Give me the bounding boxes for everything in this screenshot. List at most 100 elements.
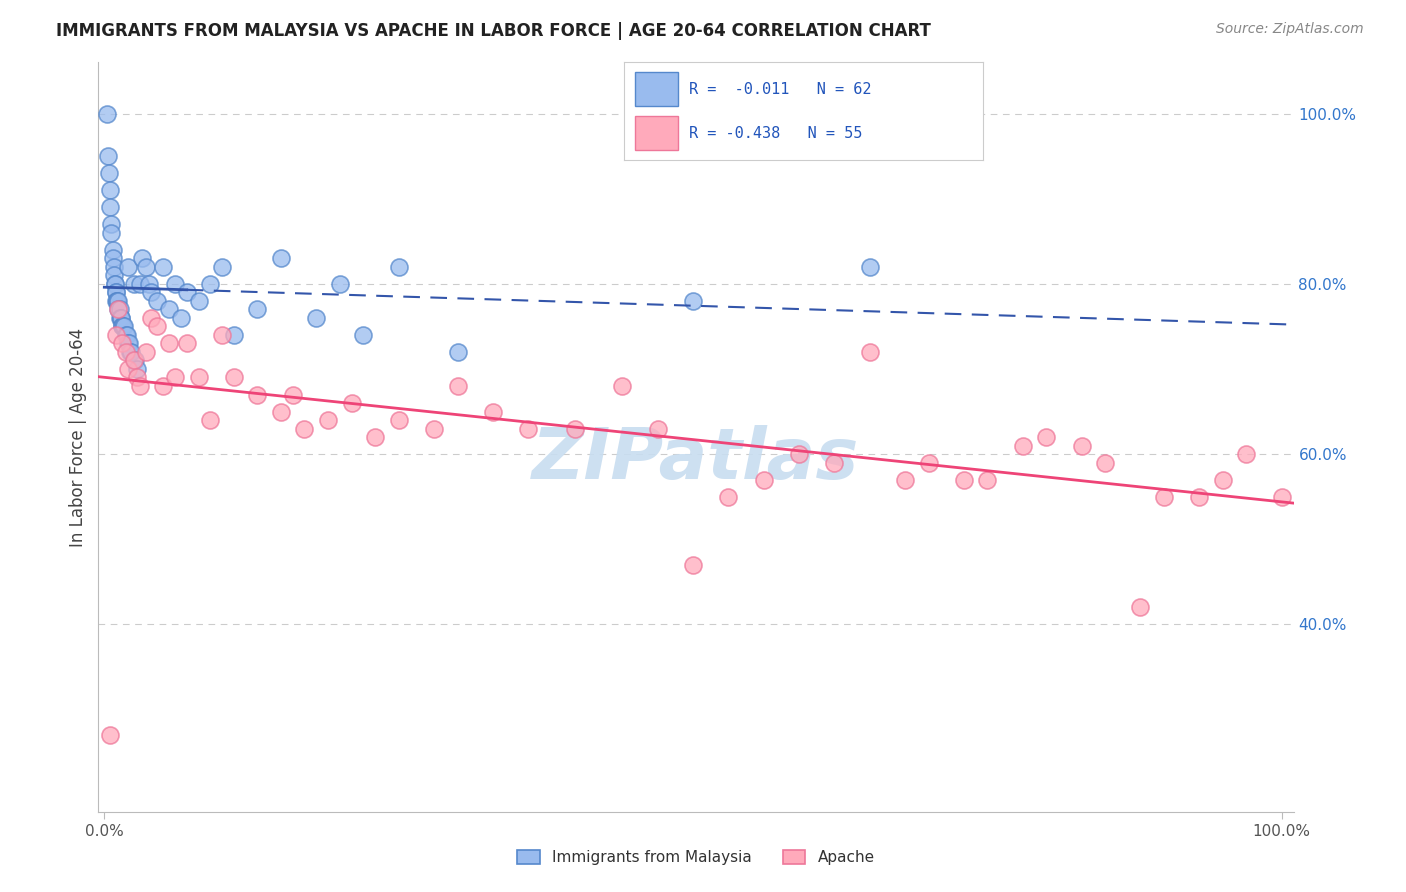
Point [146, 293, 169, 308]
Point [894, 473, 917, 487]
Point [111, 336, 134, 351]
Point [281, 387, 304, 401]
Point [105, 293, 128, 308]
Point [134, 260, 156, 274]
Point [107, 293, 129, 308]
Point [118, 336, 141, 351]
Point [170, 310, 193, 325]
Point [340, 396, 363, 410]
Point [976, 473, 998, 487]
Point [157, 336, 180, 351]
Point [111, 319, 134, 334]
Point [128, 379, 150, 393]
Point [612, 379, 634, 393]
Point [200, 413, 222, 427]
Point [117, 260, 139, 274]
Point [682, 558, 704, 572]
Point [364, 430, 387, 444]
Point [222, 370, 245, 384]
Point [98, 728, 121, 742]
Point [111, 319, 134, 334]
Point [105, 327, 128, 342]
Point [717, 490, 740, 504]
Point [110, 310, 132, 325]
Point [157, 302, 180, 317]
Point [104, 277, 127, 291]
Point [647, 421, 669, 435]
Point [823, 456, 845, 470]
Point [120, 345, 142, 359]
Point [122, 277, 145, 291]
Point [1271, 490, 1294, 504]
Point [115, 327, 138, 342]
Point [103, 268, 125, 283]
Point [1094, 456, 1116, 470]
Point [134, 345, 156, 359]
Point [101, 252, 124, 266]
Point [859, 345, 882, 359]
Point [104, 277, 127, 291]
Point [1035, 430, 1057, 444]
Point [107, 302, 129, 317]
Point [105, 293, 128, 308]
Point [163, 277, 186, 291]
Point [482, 404, 505, 418]
Point [1070, 439, 1092, 453]
Point [146, 319, 169, 334]
Point [117, 362, 139, 376]
Point [112, 319, 135, 334]
Y-axis label: In Labor Force | Age 20-64: In Labor Force | Age 20-64 [69, 327, 87, 547]
Point [176, 285, 198, 300]
Point [211, 260, 233, 274]
Point [517, 421, 540, 435]
Point [187, 370, 209, 384]
Text: IMMIGRANTS FROM MALAYSIA VS APACHE IN LABOR FORCE | AGE 20-64 CORRELATION CHART: IMMIGRANTS FROM MALAYSIA VS APACHE IN LA… [56, 22, 931, 40]
Point [270, 252, 292, 266]
Point [352, 327, 374, 342]
Legend: Immigrants from Malaysia, Apache: Immigrants from Malaysia, Apache [510, 844, 882, 871]
Point [141, 310, 163, 325]
Point [131, 252, 153, 266]
Point [141, 285, 163, 300]
Point [138, 277, 160, 291]
Point [122, 353, 145, 368]
Text: ZIPatlas: ZIPatlas [533, 425, 859, 494]
Point [117, 336, 139, 351]
Point [100, 226, 122, 240]
Point [101, 243, 124, 257]
Point [222, 327, 245, 342]
Point [98, 200, 121, 214]
Point [114, 345, 136, 359]
Point [108, 310, 131, 325]
Point [176, 336, 198, 351]
Point [127, 362, 149, 376]
Point [859, 260, 882, 274]
Point [105, 285, 128, 300]
Point [446, 345, 468, 359]
Point [682, 293, 704, 308]
Point [108, 302, 131, 317]
Point [105, 293, 128, 308]
Point [211, 327, 233, 342]
Point [388, 260, 411, 274]
Point [1236, 447, 1258, 461]
Point [953, 473, 976, 487]
Point [423, 421, 446, 435]
Point [316, 413, 339, 427]
Point [187, 293, 209, 308]
Point [163, 370, 186, 384]
Point [329, 277, 352, 291]
Point [1212, 473, 1234, 487]
Point [564, 421, 586, 435]
Point [105, 285, 128, 300]
Point [152, 379, 174, 393]
Point [246, 302, 269, 317]
Point [1129, 600, 1152, 615]
Point [446, 379, 468, 393]
Point [787, 447, 810, 461]
Point [103, 260, 125, 274]
Point [98, 166, 121, 180]
Point [305, 310, 328, 325]
Point [120, 345, 142, 359]
Point [1188, 490, 1211, 504]
